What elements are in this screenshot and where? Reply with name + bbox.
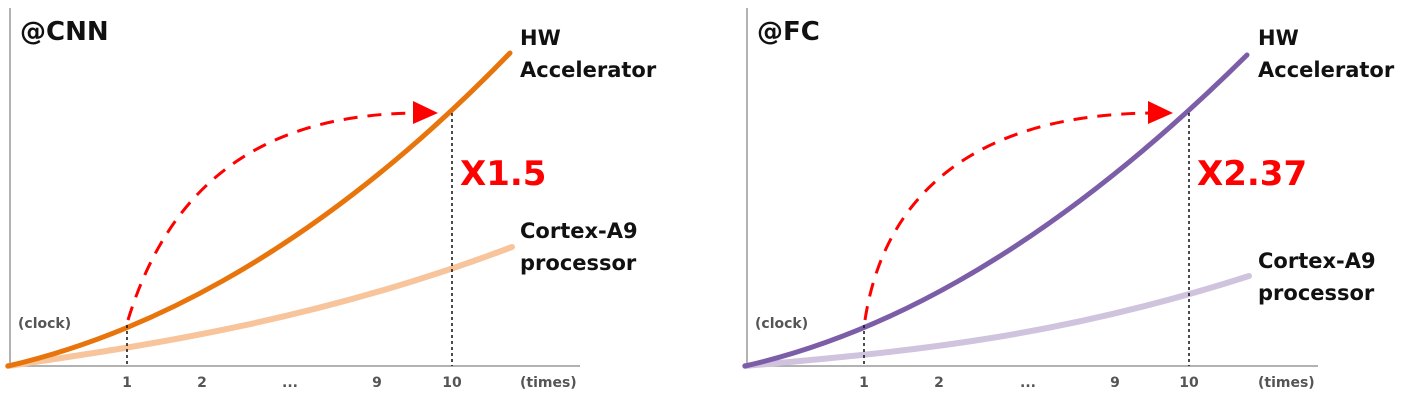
- speedup-arrow: [126, 111, 416, 321]
- chart-panel-fc: @FC X2.37 HW Accelerator Cortex-A9 proce…: [742, 8, 1395, 391]
- series-label-line-2: Accelerator: [520, 58, 657, 82]
- speedup-arrowhead: [1148, 101, 1173, 124]
- series-label-cortex-a9: Cortex-A9 processor: [1258, 249, 1383, 305]
- series-label-line-1: HW: [1258, 26, 1299, 50]
- speedup-arrow: [863, 111, 1151, 321]
- x-tick-label: 9: [372, 375, 382, 391]
- series-line-cortex-a9: [742, 273, 1252, 369]
- y-axis-label: (clock): [18, 316, 71, 332]
- x-tick-label: 10: [442, 375, 462, 391]
- x-tick-label: ...: [282, 375, 298, 391]
- series-label-line-2: processor: [1258, 281, 1375, 305]
- series-label-line-1: Cortex-A9: [520, 219, 638, 243]
- x-axis-label: (times): [520, 375, 577, 391]
- speedup-label: X1.5: [460, 154, 546, 194]
- x-tick-label: ...: [1020, 375, 1036, 391]
- series-line-hw-accelerator: [5, 50, 513, 369]
- series-line-cortex-a9: [5, 244, 515, 369]
- x-tick-label: 1: [859, 375, 869, 391]
- series-label-hw-accelerator: HW Accelerator: [520, 26, 657, 82]
- series-label-hw-accelerator: HW Accelerator: [1258, 26, 1395, 82]
- series-label-line-2: processor: [520, 251, 637, 275]
- series-label-line-2: Accelerator: [1258, 58, 1395, 82]
- panel-title: @CNN: [20, 17, 109, 47]
- y-axis-label: (clock): [755, 316, 808, 332]
- x-tick-label: 2: [197, 375, 207, 391]
- series-line-hw-accelerator: [742, 52, 1250, 369]
- series-label-line-1: Cortex-A9: [1258, 249, 1376, 273]
- series-label-cortex-a9: Cortex-A9 processor: [520, 219, 645, 275]
- x-tick-label: 10: [1179, 375, 1199, 391]
- x-tick-label: 2: [934, 375, 944, 391]
- x-tick-label: 1: [122, 375, 132, 391]
- x-axis-label: (times): [1258, 375, 1315, 391]
- speedup-label: X2.37: [1197, 154, 1307, 194]
- x-tick-label: 9: [1110, 375, 1120, 391]
- series-label-line-1: HW: [520, 26, 561, 50]
- panel-title: @FC: [757, 17, 820, 47]
- speedup-arrowhead: [413, 101, 438, 124]
- chart-panel-cnn: @CNN X1.5 HW Accelerator Cortex-A9 proce…: [5, 8, 657, 391]
